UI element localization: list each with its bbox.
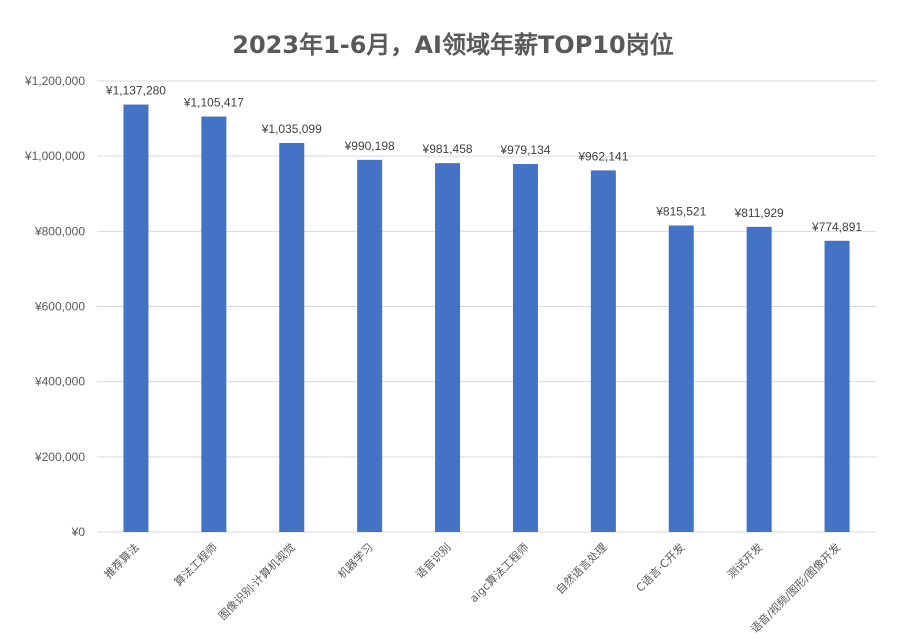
- data-label: ¥979,134: [499, 143, 550, 157]
- y-axis-ticks: ¥0 ¥200,000 ¥400,000 ¥600,000 ¥800,000 ¥1,000…: [24, 74, 85, 539]
- x-tick-label: aigc算法工程师: [467, 540, 532, 605]
- y-tick-label: ¥0: [71, 525, 86, 539]
- x-tick-label: C语言·C开发: [633, 540, 687, 594]
- data-label: ¥1,137,280: [105, 84, 166, 98]
- data-label: ¥1,105,417: [183, 96, 244, 110]
- data-label: ¥990,198: [344, 139, 395, 153]
- x-tick-label: 测试开发: [724, 540, 765, 581]
- x-tick-label: 算法工程师: [171, 540, 220, 589]
- y-tick-label: ¥1,200,000: [24, 74, 85, 88]
- y-tick-label: ¥200,000: [34, 450, 85, 464]
- data-label: ¥981,458: [422, 142, 473, 156]
- x-tick-label: 自然语言处理: [553, 540, 610, 597]
- x-tick-label: 推荐算法: [101, 540, 142, 581]
- data-label: ¥1,035,099: [261, 122, 322, 136]
- bar: [357, 159, 383, 532]
- data-label: ¥811,929: [734, 206, 784, 220]
- data-label: ¥774,891: [811, 220, 862, 234]
- x-tick-label: 语音/视频/图形/图像开发: [748, 540, 844, 636]
- data-labels: ¥1,137,280 ¥1,105,417 ¥1,035,099 ¥990,198 ¥9…: [105, 84, 862, 234]
- data-label: ¥962,141: [577, 149, 628, 163]
- bar: [279, 142, 305, 533]
- x-tick-label: 图像识别·计算机视觉: [215, 540, 297, 622]
- y-tick-label: ¥600,000: [34, 300, 85, 314]
- bar: [668, 225, 694, 532]
- bar: [123, 104, 149, 532]
- bar: [512, 164, 538, 533]
- bar: [746, 226, 772, 532]
- bar: [590, 170, 616, 533]
- chart-title: 2023年1-6月，AI领域年薪TOP10岗位: [232, 31, 673, 59]
- y-tick-label: ¥400,000: [34, 375, 85, 389]
- bars: [123, 104, 850, 533]
- bar: [201, 116, 227, 532]
- x-tick-label: 语音识别: [413, 540, 454, 581]
- bar: [824, 240, 850, 532]
- y-tick-label: ¥1,000,000: [24, 149, 85, 163]
- gridlines: [97, 80, 876, 533]
- y-tick-label: ¥800,000: [34, 224, 85, 238]
- x-tick-label: 机器学习: [335, 540, 376, 581]
- bar: [435, 163, 461, 532]
- data-label: ¥815,521: [655, 205, 706, 219]
